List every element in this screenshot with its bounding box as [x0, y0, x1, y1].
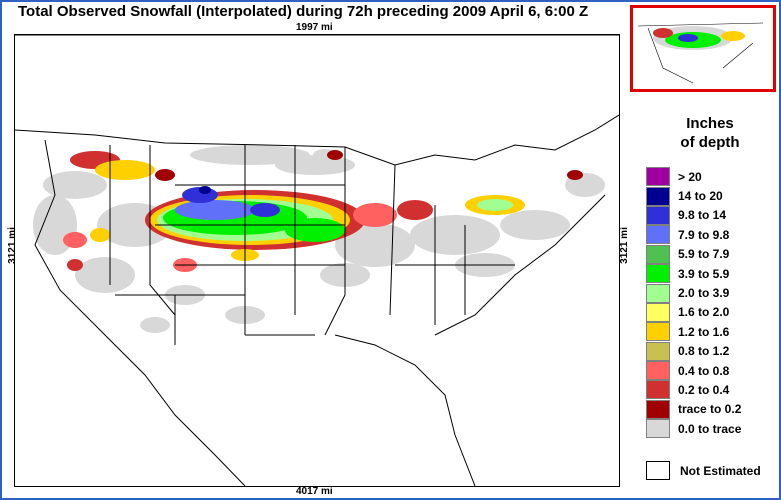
- overview-inset-map[interactable]: [630, 5, 776, 92]
- legend-item: 5.9 to 7.9: [646, 244, 729, 264]
- legend-label: 3.9 to 5.9: [678, 266, 730, 281]
- legend-swatch: [646, 283, 670, 303]
- legend-item: trace to 0.2: [646, 399, 741, 419]
- map-title: Total Observed Snowfall (Interpolated) d…: [18, 3, 589, 20]
- legend-label: 0.8 to 1.2: [678, 344, 730, 359]
- legend-label: 9.8 to 14: [678, 208, 727, 223]
- legend-title-line2: of depth: [680, 134, 740, 151]
- not-estimated-swatch: [646, 461, 670, 480]
- legend-item: 1.2 to 1.6: [646, 322, 729, 342]
- not-estimated-label: Not Estimated: [680, 463, 761, 478]
- right-distance-label: 3121 mi: [618, 227, 630, 264]
- legend-label: 0.2 to 0.4: [678, 382, 730, 397]
- legend-label: 1.6 to 2.0: [678, 305, 730, 320]
- legend-item: 1.6 to 2.0: [646, 302, 729, 322]
- legend-item: 0.0 to trace: [646, 419, 741, 439]
- legend-label: 7.9 to 9.8: [678, 227, 730, 242]
- legend-item: 7.9 to 9.8: [646, 225, 729, 245]
- top-distance-label: 1997 mi: [296, 22, 333, 33]
- legend-item: 9.8 to 14: [646, 205, 726, 225]
- bottom-distance-label: 4017 mi: [296, 486, 333, 497]
- legend-swatch: [646, 341, 670, 361]
- legend-item: 14 to 20: [646, 186, 723, 206]
- legend-swatch: [646, 322, 670, 342]
- legend-swatch: [646, 361, 670, 381]
- legend-label: trace to 0.2: [678, 402, 742, 417]
- legend-title-line1: Inches: [686, 115, 734, 132]
- legend-item: 0.2 to 0.4: [646, 380, 729, 400]
- legend-title: Inches of depth: [645, 114, 775, 152]
- legend-item: 0.4 to 0.8: [646, 361, 729, 381]
- legend-label: 0.4 to 0.8: [678, 363, 730, 378]
- legend-label: > 20: [678, 169, 702, 184]
- legend-swatch: [646, 225, 670, 245]
- legend-label: 0.0 to trace: [678, 421, 742, 436]
- legend-label: 14 to 20: [678, 189, 723, 204]
- legend: > 20 14 to 20 9.8 to 14 7.9 to 9.8 5.9 to 7.…: [646, 167, 741, 439]
- map-graphic: [15, 35, 619, 486]
- legend-item: > 20: [646, 167, 702, 187]
- snowfall-map[interactable]: [14, 34, 620, 487]
- legend-swatch: [646, 186, 670, 206]
- trace-areas: [33, 145, 605, 333]
- legend-swatch: [646, 380, 670, 400]
- legend-swatch: [646, 399, 670, 419]
- boundary-lines: [15, 114, 619, 486]
- legend-label: 5.9 to 7.9: [678, 247, 730, 262]
- legend-item: 0.8 to 1.2: [646, 341, 729, 361]
- legend-label: 2.0 to 3.9: [678, 286, 730, 301]
- not-estimated-legend-item: Not Estimated: [646, 461, 761, 480]
- legend-swatch: [646, 302, 670, 322]
- legend-swatch: [646, 167, 670, 187]
- legend-item: 3.9 to 5.9: [646, 264, 729, 284]
- legend-item: 2.0 to 3.9: [646, 283, 729, 303]
- inset-graphic: [637, 22, 764, 84]
- legend-label: 1.2 to 1.6: [678, 324, 730, 339]
- legend-swatch: [646, 205, 670, 225]
- legend-swatch: [646, 419, 670, 439]
- legend-swatch: [646, 264, 670, 284]
- legend-swatch: [646, 244, 670, 264]
